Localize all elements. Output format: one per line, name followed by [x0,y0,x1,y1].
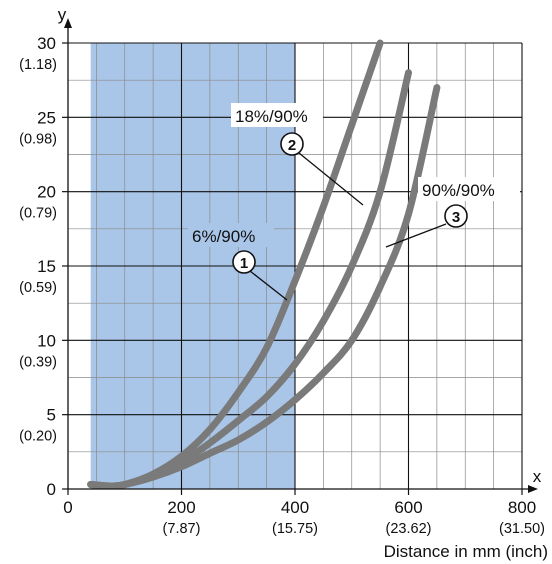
series-3-leader-line [385,223,447,248]
x-tick-label: 0 [63,498,72,517]
annotation-series-2: 18%/90% 2 [231,103,364,206]
annotation-series-1: 6%/90% 1 [188,223,288,301]
x-tick-sublabel: (7.87) [163,521,201,537]
x-tick-label: 800 [508,498,536,517]
y-tick-sublabel: (0.20) [19,429,57,445]
series-2-callout-circle [280,132,304,156]
y-tick-label: 20 [37,183,56,202]
axis-layer [62,18,538,495]
series-3-callout-number: 3 [452,209,460,226]
y-axis-letter: y [58,5,67,24]
series-1-callout-circle [232,250,256,274]
y-tick-sublabel: (0.79) [19,206,57,222]
series-3-label: 90%/90% [422,181,495,200]
x-tick-label: 600 [394,498,422,517]
series-1-label: 6%/90% [192,227,255,246]
series-1-callout-number: 1 [240,255,248,272]
x-axis-title: Distance in mm (inch) [384,542,548,561]
series-1-label-bg [188,223,274,247]
y-tick-sublabel: (1.18) [19,57,57,73]
y-tick-label: 15 [37,257,56,276]
curve-layer [87,39,441,490]
series-1-leader-line [249,270,288,301]
series-3-callout-circle [444,204,468,228]
x-tick-sublabel: (23.62) [386,521,432,537]
curve-series-3 [87,84,441,490]
series-2-callout-number: 2 [288,137,296,154]
x-axis-arrow [528,485,538,493]
annotation-series-3: 90%/90% 3 [385,177,520,248]
tick-label-layer: 0 200(7.87)400(15.75)600(23.62)800(31.50)… [19,34,545,537]
y-tick-label: 10 [37,331,56,350]
y-axis-arrow [64,18,72,28]
x-tick-label: 400 [281,498,309,517]
x-tick-sublabel: (31.50) [499,521,545,537]
y-tick-sublabel: (0.39) [19,354,57,370]
x-tick-label: 200 [167,498,195,517]
y-tick-label: 30 [37,34,56,53]
series-2-leader-line [298,152,364,206]
x-tick-sublabel: (15.75) [272,521,318,537]
series-3-label-bg [418,177,520,201]
y-tick-label: 25 [37,108,56,127]
series-2-label-bg [231,103,323,127]
y-tick-sublabel: (0.98) [19,131,57,147]
x-axis-letter: x [533,467,542,486]
series-2-label: 18%/90% [235,107,308,126]
y-tick-label: 5 [47,406,56,425]
y-tick-sublabel: (0.59) [19,280,57,296]
y-tick-label: 0 [47,480,56,499]
